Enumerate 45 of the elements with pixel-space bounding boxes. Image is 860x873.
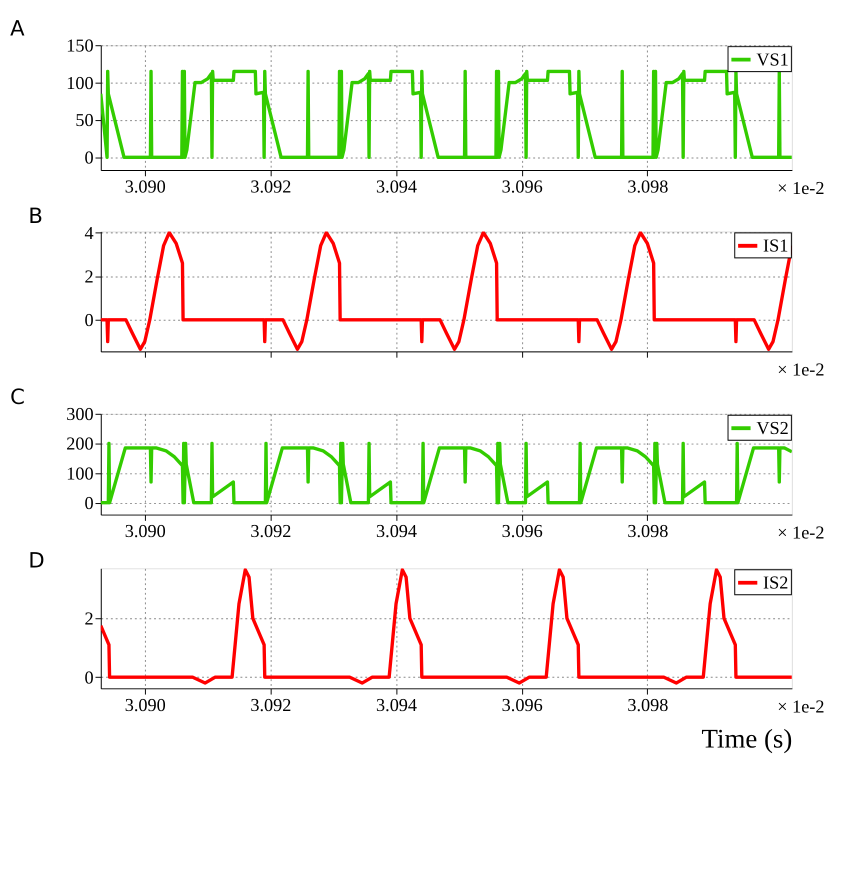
- y-tick-label: 4: [84, 222, 94, 243]
- legend-label: VS1: [756, 49, 789, 70]
- x-tick-label: 3.096: [502, 176, 543, 197]
- x-tick-label: 3.098: [627, 521, 668, 542]
- legend-label: IS1: [763, 236, 788, 256]
- x-tick-label: 3.098: [627, 176, 668, 197]
- x-tick-label: 3.092: [250, 521, 292, 542]
- x-tick-label: 3.094: [376, 694, 418, 715]
- y-tick-label: 100: [66, 72, 94, 93]
- chart-title: B: [28, 202, 43, 228]
- x-tick-label: 3.094: [376, 521, 418, 542]
- line-series: [100, 568, 792, 685]
- text: × 1e-2: [777, 178, 824, 198]
- legend-label: IS2: [763, 572, 788, 592]
- y-tick-label: 2: [84, 608, 94, 629]
- line-series: [100, 231, 792, 351]
- y-tick-label: 0: [84, 492, 94, 513]
- y-tick-label: 200: [66, 434, 94, 454]
- line-series: [100, 442, 792, 504]
- x-tick-label: 3.096: [502, 694, 543, 715]
- x-tick-label: 3.090: [124, 176, 166, 197]
- y-tick-label: 100: [66, 463, 94, 484]
- y-tick-label: 300: [66, 404, 94, 424]
- y-tick-label: 2: [84, 266, 94, 286]
- y-tick-label: 150: [66, 35, 94, 56]
- y-tick-label: 0: [84, 667, 94, 688]
- text: × 1e-2: [777, 696, 824, 716]
- legend-label: VS2: [756, 418, 789, 438]
- x-tick-label: 3.098: [627, 694, 668, 715]
- text: × 1e-2: [777, 522, 824, 543]
- x-tick-label: 3.096: [502, 521, 543, 542]
- text: × 1e-2: [777, 359, 824, 380]
- chart-title: D: [28, 547, 45, 572]
- x-tick-label: 3.092: [250, 176, 292, 197]
- x-tick-label: 3.090: [124, 521, 166, 542]
- x-tick-label: 3.092: [250, 694, 292, 715]
- x-tick-label: 3.094: [376, 176, 418, 197]
- y-tick-label: 0: [84, 148, 94, 168]
- y-tick-label: 50: [75, 110, 94, 130]
- chart-title: A: [10, 16, 26, 41]
- x-axis-title: Time (s): [702, 723, 792, 754]
- line-series: [100, 70, 792, 159]
- chart-title: C: [10, 384, 25, 410]
- y-tick-label: 0: [84, 310, 94, 330]
- x-tick-label: 3.090: [124, 694, 166, 715]
